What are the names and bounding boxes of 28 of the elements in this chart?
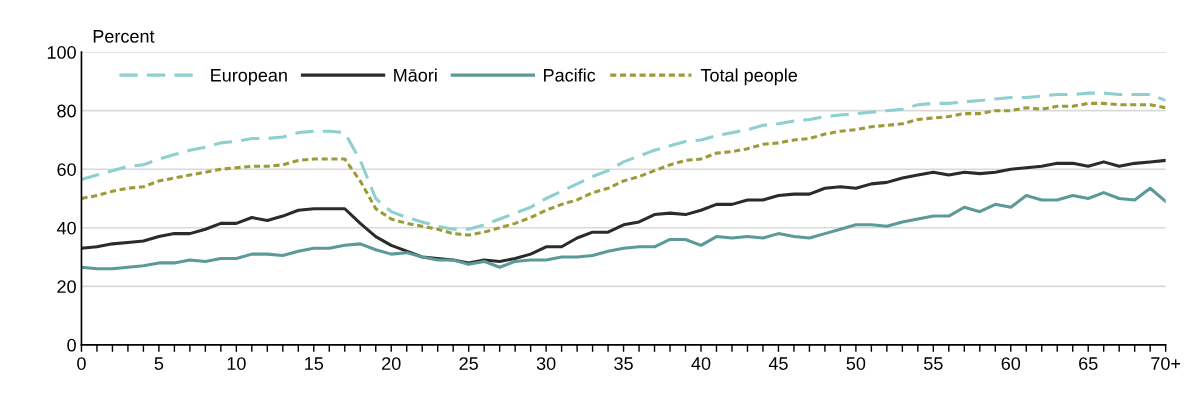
legend-label: European [211,69,287,86]
x-tick-label: 35 [614,357,633,370]
x-tick-label: 15 [305,357,324,370]
x-tick-label: 20 [382,357,401,370]
legend-label: Total people [700,68,798,86]
y-tick-label: 60 [57,163,76,176]
legend-label: Pacific [544,68,596,82]
y-tick-label: 80 [57,104,76,118]
x-tick-label: 0 [77,357,86,370]
x-tick-label: 30 [536,357,556,370]
line-series [81,186,1166,271]
legend-label: Māori [394,68,437,82]
x-tick-label: 50 [846,357,866,370]
y-tick-label: 40 [56,221,76,235]
x-tick-label: 10 [227,357,246,370]
x-tick-label: 70+ [1151,357,1181,370]
x-tick-label: 45 [768,357,788,370]
y-tick-label: 20 [57,280,76,294]
x-tick-label: 25 [459,357,478,370]
x-tick-label: 40 [691,357,711,370]
x-tick-label: 55 [924,357,943,370]
x-tick-label: 65 [1079,357,1098,370]
y-axis-title: Percent [93,30,155,43]
x-tick-label: 60 [1001,357,1021,370]
x-tick-label: 5 [154,357,164,370]
y-tick-label: 100 [47,46,76,59]
line-series [81,158,1166,265]
y-tick-label: 0 [67,338,76,352]
